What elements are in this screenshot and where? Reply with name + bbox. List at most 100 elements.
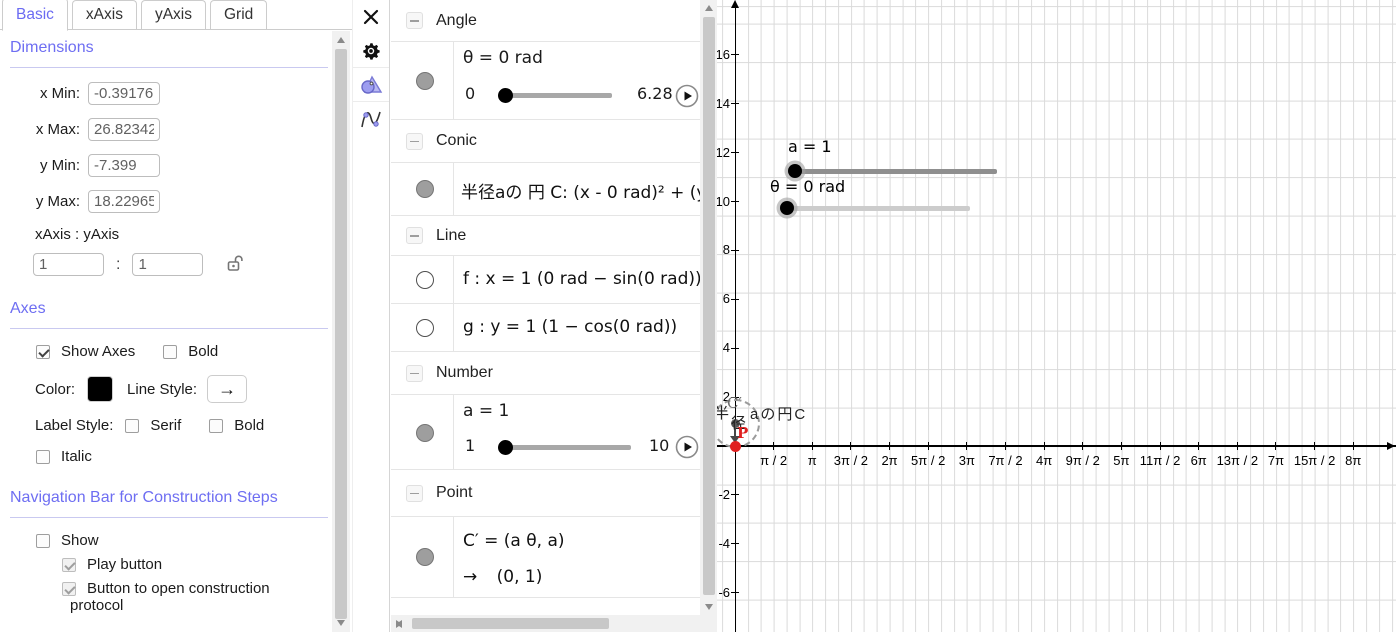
row-point-c[interactable]: C′ = (a θ, a) → (0, 1) bbox=[391, 517, 700, 598]
play-button-row: Play button bbox=[62, 556, 328, 573]
x-min-input[interactable] bbox=[88, 82, 160, 105]
show-axes-row: Show Axes Bold bbox=[36, 343, 328, 360]
gx-slider-theta-track[interactable] bbox=[787, 205, 970, 211]
protocol-checkbox[interactable] bbox=[62, 581, 76, 596]
y-min-input[interactable] bbox=[88, 154, 160, 177]
line-style-button[interactable]: → bbox=[207, 375, 248, 403]
x-axis-tick bbox=[850, 442, 852, 450]
gx-slider-theta-knob[interactable] bbox=[780, 201, 794, 215]
x-max-input[interactable] bbox=[88, 118, 160, 141]
x-axis-tick-label: 7π / 2 bbox=[988, 453, 1023, 468]
algebra-h-scrollbar[interactable] bbox=[391, 615, 700, 632]
settings-gear-button[interactable] bbox=[353, 34, 389, 68]
settings-scrollbar-thumb[interactable] bbox=[335, 49, 347, 619]
visibility-marble-theta[interactable] bbox=[416, 72, 434, 90]
arrow-output-icon: → bbox=[463, 567, 478, 587]
section-angle-label: Angle bbox=[436, 11, 477, 29]
line-f-formula: f : x = 1 (0 rad − sin(0 rad)) bbox=[463, 269, 700, 289]
collapse-number-icon[interactable] bbox=[406, 364, 423, 382]
a-slider-knob[interactable] bbox=[498, 440, 513, 455]
graphics-view-icon bbox=[361, 75, 383, 94]
visibility-marble-cprime[interactable] bbox=[416, 548, 434, 566]
scroll-up-icon[interactable] bbox=[337, 37, 345, 43]
algebra-h-scrollbar-thumb[interactable] bbox=[412, 618, 609, 629]
scrollbar-corner bbox=[700, 615, 717, 632]
scroll-up-icon[interactable] bbox=[705, 5, 713, 11]
point-p[interactable] bbox=[729, 440, 741, 452]
radius-segment[interactable] bbox=[733, 426, 737, 438]
axis-ratio-label: xAxis : yAxis bbox=[35, 226, 120, 243]
collapse-point-icon[interactable] bbox=[406, 484, 423, 502]
point-c-prime[interactable] bbox=[730, 418, 740, 428]
close-icon bbox=[363, 9, 379, 25]
row-number-a[interactable]: a = 1 1 10 bbox=[391, 395, 700, 470]
tab-yaxis[interactable]: yAxis bbox=[140, 0, 206, 30]
row-circle-c[interactable]: 半径aの 円 C: (x - 0 rad)² + (y - bbox=[391, 163, 700, 216]
axes-color-label: Color: bbox=[35, 380, 76, 398]
gx-slider-a-track[interactable] bbox=[795, 168, 997, 174]
scroll-down-icon[interactable] bbox=[705, 604, 713, 610]
play-animation-a-icon[interactable] bbox=[675, 435, 699, 459]
settings-scrollbar[interactable] bbox=[332, 31, 350, 632]
y-axis bbox=[734, 2, 736, 632]
x-axis-tick bbox=[1043, 442, 1045, 450]
x-axis-tick bbox=[966, 442, 968, 450]
label-bold-checkbox[interactable] bbox=[209, 418, 224, 433]
row-theta[interactable]: θ = 0 rad 0 6.28 bbox=[391, 42, 700, 120]
protocol-row: Button to open construction bbox=[62, 580, 328, 597]
graphics-view-button[interactable] bbox=[353, 68, 389, 102]
point-value-row: → (0, 1) bbox=[463, 567, 542, 587]
navbar-header: Navigation Bar for Construction Steps bbox=[10, 489, 328, 518]
axes-color-swatch[interactable] bbox=[87, 376, 114, 402]
row-line-f[interactable]: f : x = 1 (0 rad − sin(0 rad)) bbox=[391, 256, 700, 304]
visibility-marble-a[interactable] bbox=[416, 424, 434, 442]
circle-caption-char2: 径 bbox=[731, 415, 747, 432]
serif-checkbox[interactable] bbox=[125, 418, 140, 433]
navbar-show-checkbox[interactable] bbox=[36, 533, 50, 548]
collapse-angle-icon[interactable] bbox=[406, 12, 423, 29]
x-axis-tick bbox=[1236, 442, 1238, 450]
show-axes-checkbox[interactable] bbox=[36, 344, 50, 359]
tab-grid[interactable]: Grid bbox=[210, 0, 268, 30]
y-axis-tick bbox=[731, 396, 739, 398]
x-axis-tick-label: 4π bbox=[1036, 453, 1053, 468]
line-g-formula: g : y = 1 (1 − cos(0 rad)) bbox=[463, 317, 678, 337]
play-button-checkbox[interactable] bbox=[62, 557, 76, 572]
scroll-right-icon[interactable] bbox=[396, 620, 402, 628]
visibility-marble-g[interactable] bbox=[416, 319, 434, 337]
visibility-marble-circle[interactable] bbox=[416, 180, 434, 198]
ratio-lock-button[interactable] bbox=[225, 253, 245, 276]
function-inspector-button[interactable] bbox=[353, 102, 389, 136]
collapse-conic-icon[interactable] bbox=[406, 132, 423, 150]
x-min-label: x Min: bbox=[39, 85, 80, 102]
settings-tabbar: Basic xAxis yAxis Grid bbox=[0, 0, 352, 31]
visibility-marble-f[interactable] bbox=[416, 271, 434, 289]
y-axis-tick-label: -6 bbox=[718, 584, 730, 600]
scroll-down-icon[interactable] bbox=[337, 620, 345, 626]
radius-arrowhead-icon bbox=[730, 436, 741, 443]
algebra-v-scrollbar[interactable] bbox=[700, 0, 718, 615]
tab-basic[interactable]: Basic bbox=[2, 0, 68, 31]
section-conic-label: Conic bbox=[436, 132, 477, 149]
gx-slider-a-knob[interactable] bbox=[788, 164, 802, 178]
theta-slider-track[interactable] bbox=[501, 93, 612, 98]
collapse-line-icon[interactable] bbox=[406, 227, 423, 244]
y-axis-arrow-icon bbox=[730, 0, 739, 8]
close-settings-button[interactable] bbox=[353, 0, 389, 34]
x-axis-tick-label: π bbox=[807, 453, 817, 468]
graphics-view[interactable]: π / 2 π 3π / 2 2π 5π / 2 3π 7π / 2 4π 9π / 2 5π 11… bbox=[717, 0, 1396, 632]
ratio-x-input[interactable] bbox=[33, 253, 104, 276]
theta-slider-knob[interactable] bbox=[498, 88, 513, 103]
y-max-input[interactable] bbox=[88, 190, 160, 213]
row-line-g[interactable]: g : y = 1 (1 − cos(0 rad)) bbox=[391, 304, 700, 352]
tab-xaxis[interactable]: xAxis bbox=[71, 0, 137, 30]
ratio-y-input[interactable] bbox=[132, 253, 204, 276]
y-max-label: y Max: bbox=[35, 193, 80, 210]
a-slider-track[interactable] bbox=[501, 445, 631, 450]
axes-bold-checkbox[interactable] bbox=[163, 344, 178, 359]
gear-icon bbox=[363, 42, 380, 60]
algebra-v-scrollbar-thumb[interactable] bbox=[703, 17, 715, 595]
play-animation-theta-icon[interactable] bbox=[675, 84, 699, 108]
italic-row: Italic bbox=[36, 448, 328, 465]
italic-checkbox[interactable] bbox=[36, 449, 50, 464]
